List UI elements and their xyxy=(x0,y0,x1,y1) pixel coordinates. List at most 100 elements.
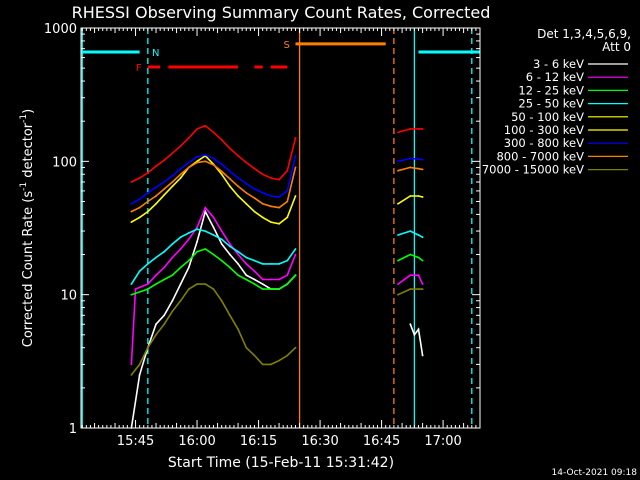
data-point xyxy=(220,230,223,233)
y-tick-label: 10 xyxy=(60,289,77,304)
data-point xyxy=(146,192,149,194)
data-point xyxy=(171,274,174,277)
data-point xyxy=(138,374,141,376)
data-point xyxy=(229,147,231,150)
data-point xyxy=(204,153,207,156)
data-point xyxy=(417,158,420,161)
data-point xyxy=(155,283,157,285)
data-point xyxy=(204,283,207,285)
data-point xyxy=(409,127,412,130)
data-point xyxy=(237,274,240,277)
data-point xyxy=(253,188,256,190)
data-point xyxy=(409,274,412,277)
data-point xyxy=(397,202,399,205)
data-point xyxy=(417,256,420,259)
legend-entry-label: 7000 - 15000 keV xyxy=(482,163,584,177)
series-line-red xyxy=(397,128,423,134)
data-point xyxy=(237,185,240,188)
data-point xyxy=(146,283,149,285)
data-point xyxy=(146,171,149,174)
series-line-red xyxy=(131,124,297,183)
data-point xyxy=(409,166,412,169)
data-point xyxy=(196,228,199,231)
data-point xyxy=(187,166,190,169)
data-point xyxy=(278,196,280,198)
data-point xyxy=(245,263,248,265)
data-point xyxy=(245,256,248,259)
data-point xyxy=(286,216,289,219)
data-point xyxy=(155,256,157,259)
series-line-series-7 xyxy=(397,166,423,172)
data-point xyxy=(409,195,412,197)
series-line-series-2 xyxy=(131,248,297,296)
data-point xyxy=(187,288,190,290)
series-line-series-0 xyxy=(409,323,424,356)
data-point xyxy=(278,178,280,181)
data-point xyxy=(229,314,231,317)
legend-header-line-2: Att 0 xyxy=(602,40,631,54)
data-point xyxy=(253,259,256,262)
data-point xyxy=(171,310,174,313)
data-point xyxy=(397,293,399,296)
data-point xyxy=(187,232,190,234)
data-point xyxy=(421,259,424,262)
data-point xyxy=(417,167,420,170)
data-point xyxy=(130,202,133,205)
data-point xyxy=(155,202,157,205)
data-point xyxy=(270,363,272,366)
data-point xyxy=(417,234,420,236)
data-point xyxy=(212,216,215,219)
flag-label: S xyxy=(283,40,289,51)
data-point xyxy=(220,163,223,166)
data-point xyxy=(155,195,157,197)
data-point xyxy=(196,161,199,164)
data-point xyxy=(187,161,190,164)
data-point xyxy=(220,138,223,141)
data-point xyxy=(171,299,174,302)
x-tick-label: 15:45 xyxy=(117,434,154,449)
data-point xyxy=(417,127,420,130)
data-point xyxy=(421,168,424,171)
data-point xyxy=(421,288,424,290)
data-point xyxy=(138,270,141,273)
data-point xyxy=(220,238,223,241)
data-point xyxy=(261,202,264,205)
data-point xyxy=(130,293,133,296)
data-point xyxy=(212,234,215,236)
data-point xyxy=(409,230,412,233)
data-point xyxy=(278,288,280,290)
data-point xyxy=(212,253,215,256)
data-point xyxy=(220,243,223,245)
data-point xyxy=(237,253,240,256)
data-point xyxy=(286,283,289,285)
data-point xyxy=(261,173,264,176)
data-point xyxy=(138,177,141,179)
data-point xyxy=(397,160,399,163)
data-point xyxy=(237,250,240,253)
data-point xyxy=(196,226,199,229)
data-point xyxy=(187,266,190,269)
data-point xyxy=(171,243,174,245)
data-point xyxy=(245,278,248,281)
data-point xyxy=(212,288,215,290)
data-point xyxy=(130,363,133,366)
data-point xyxy=(204,124,207,127)
data-point xyxy=(286,169,289,172)
data-point xyxy=(163,159,166,162)
x-tick-label: 16:45 xyxy=(363,434,400,449)
legend-entry-label: 6 - 12 keV xyxy=(526,70,584,84)
data-point xyxy=(278,222,280,225)
series-line-series-8 xyxy=(130,283,297,376)
data-point xyxy=(138,216,141,219)
data-point xyxy=(196,283,199,285)
x-tick-label: 16:30 xyxy=(301,434,338,449)
legend-entry-label: 12 - 25 keV xyxy=(518,83,584,97)
data-point xyxy=(229,243,231,245)
data-point xyxy=(179,266,182,269)
data-point xyxy=(409,323,412,326)
data-point xyxy=(171,181,174,183)
data-point xyxy=(245,346,248,349)
data-point xyxy=(163,323,166,326)
data-point xyxy=(229,245,231,248)
data-point xyxy=(196,250,199,253)
